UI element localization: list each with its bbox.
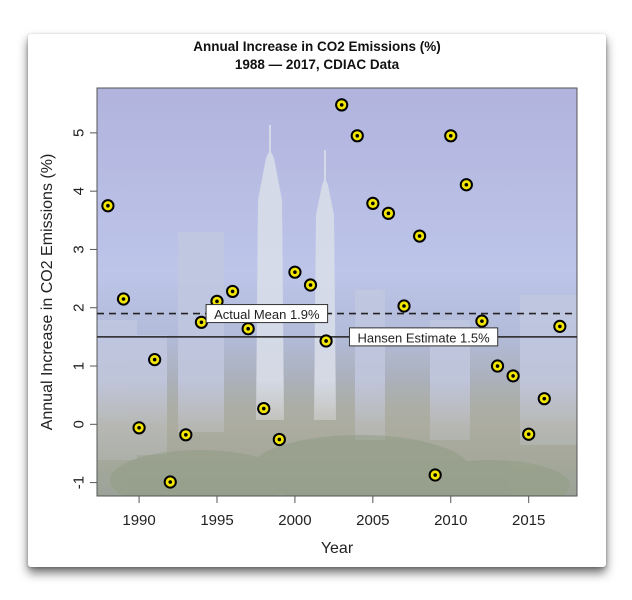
data-point xyxy=(241,322,255,336)
hansen-estimate-label: Hansen Estimate 1.5% xyxy=(348,327,499,347)
data-point xyxy=(303,278,318,292)
y-axis: -1 0 1 2 3 4 5 xyxy=(71,129,97,489)
data-point xyxy=(288,265,302,279)
chart-subtitle: 1988 — 2017, CDIAC Data xyxy=(235,57,400,72)
data-point xyxy=(272,432,286,447)
data-point xyxy=(444,129,458,143)
actual-mean-label: Actual Mean 1.9% xyxy=(205,304,329,324)
x-tick-label: 2010 xyxy=(434,512,467,529)
data-point xyxy=(459,178,473,192)
data-point xyxy=(553,319,567,333)
data-point xyxy=(366,196,380,211)
data-point xyxy=(412,229,427,243)
data-point xyxy=(335,98,349,112)
x-axis: 1990 1995 2000 2005 2010 2015 xyxy=(122,496,545,529)
data-point xyxy=(225,284,240,299)
actual-mean-label-box xyxy=(205,304,329,324)
x-tick-label: 2005 xyxy=(356,512,389,529)
plot-background-image xyxy=(97,88,577,496)
data-point xyxy=(148,353,162,367)
data-point xyxy=(179,428,193,442)
y-tick-label: 4 xyxy=(71,187,88,195)
data-point xyxy=(101,199,115,213)
data-point xyxy=(381,206,396,220)
x-tick-label: 2015 xyxy=(512,512,545,529)
x-axis-label: Year xyxy=(321,540,354,557)
data-point xyxy=(475,314,489,328)
data-point xyxy=(132,421,146,435)
data-point xyxy=(506,369,520,383)
y-tick-label: 5 xyxy=(71,129,88,137)
actual-mean-label-text: Actual Mean 1.9% xyxy=(214,307,320,322)
chart-title: Annual Increase in CO2 Emissions (%) xyxy=(193,39,441,54)
data-point xyxy=(397,299,411,313)
plot-border xyxy=(96,87,578,497)
x-tick-label: 1995 xyxy=(200,512,233,529)
y-tick-label: 0 xyxy=(71,420,88,428)
data-point xyxy=(522,427,536,441)
data-point xyxy=(350,129,364,143)
annotations: Actual Mean 1.9% Hansen Estimate 1.5% xyxy=(205,304,499,347)
data-point xyxy=(428,468,442,482)
data-point xyxy=(257,401,271,416)
y-tick-label: 1 xyxy=(71,362,88,370)
hansen-estimate-label-box xyxy=(348,327,499,347)
data-point xyxy=(194,315,209,329)
y-tick-label: -1 xyxy=(71,476,88,489)
data-point xyxy=(116,292,131,306)
y-tick-label: 3 xyxy=(71,245,88,253)
data-point xyxy=(537,392,551,406)
hansen-estimate-label-text: Hansen Estimate 1.5% xyxy=(357,330,490,345)
data-point xyxy=(319,334,333,348)
y-tick-label: 2 xyxy=(71,304,88,312)
x-tick-label: 2000 xyxy=(278,512,311,529)
x-tick-label: 1990 xyxy=(122,512,155,529)
y-axis-label: Annual Increase in CO2 Emissions (%) xyxy=(39,154,56,431)
data-point xyxy=(163,475,177,489)
data-points xyxy=(101,98,567,489)
data-point xyxy=(490,359,505,373)
